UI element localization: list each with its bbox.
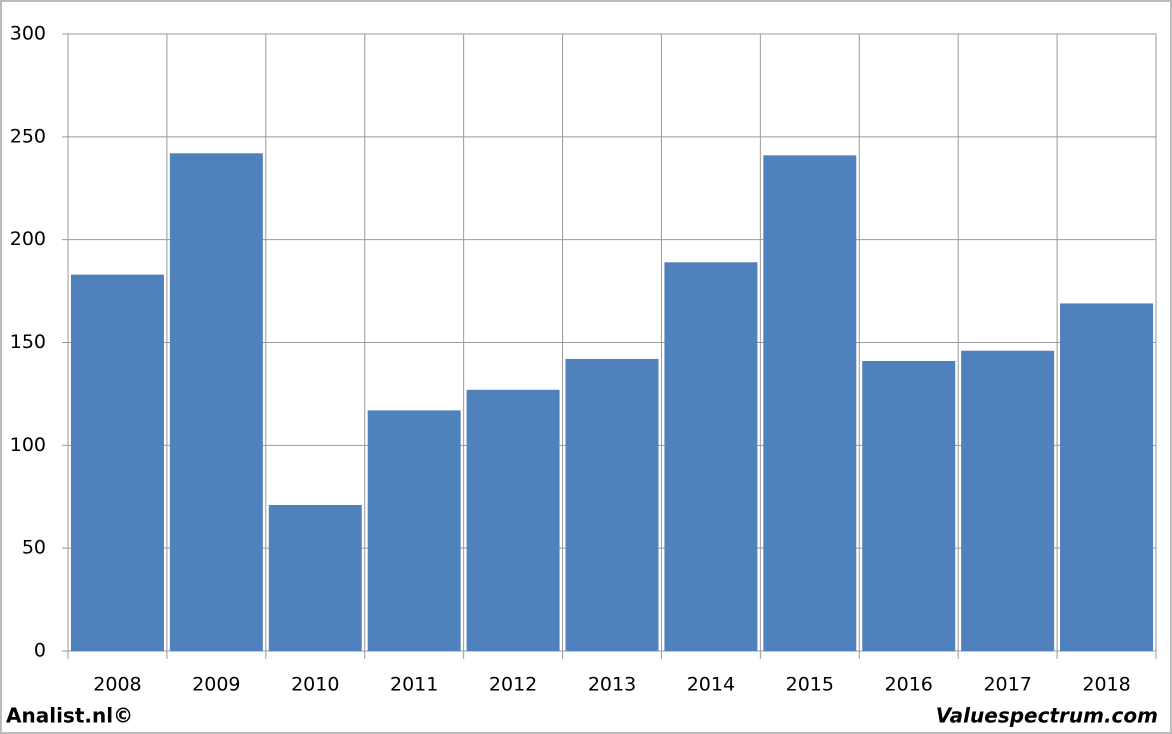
bar bbox=[763, 155, 857, 652]
x-tick-label: 2009 bbox=[192, 674, 240, 696]
x-tick-label: 2017 bbox=[983, 674, 1031, 696]
footer-right: Valuespectrum.com bbox=[936, 704, 1158, 728]
bar bbox=[565, 358, 659, 651]
x-tick-label: 2018 bbox=[1082, 674, 1130, 696]
bar bbox=[268, 504, 362, 651]
x-tick-label: 2014 bbox=[687, 674, 735, 696]
bar bbox=[70, 274, 164, 651]
y-tick-label: 300 bbox=[10, 23, 46, 45]
x-tick-label: 2013 bbox=[588, 674, 636, 696]
bar bbox=[466, 389, 560, 651]
y-tick-label: 50 bbox=[22, 537, 46, 559]
bar bbox=[1060, 303, 1154, 651]
bar bbox=[961, 350, 1055, 651]
bar bbox=[169, 153, 263, 651]
footer-left: Analist.nl© bbox=[6, 704, 133, 728]
x-tick-label: 2016 bbox=[885, 674, 933, 696]
y-tick-label: 250 bbox=[10, 125, 46, 147]
x-tick-label: 2008 bbox=[93, 674, 141, 696]
y-tick-label: 100 bbox=[10, 434, 46, 456]
y-tick-label: 150 bbox=[10, 331, 46, 353]
x-tick-label: 2012 bbox=[489, 674, 537, 696]
y-tick-label: 0 bbox=[34, 640, 46, 662]
bar bbox=[664, 262, 758, 651]
x-tick-label: 2010 bbox=[291, 674, 339, 696]
bar bbox=[862, 361, 956, 651]
x-tick-label: 2015 bbox=[786, 674, 834, 696]
x-tick-label: 2011 bbox=[390, 674, 438, 696]
bar bbox=[367, 410, 461, 651]
y-tick-label: 200 bbox=[10, 228, 46, 250]
